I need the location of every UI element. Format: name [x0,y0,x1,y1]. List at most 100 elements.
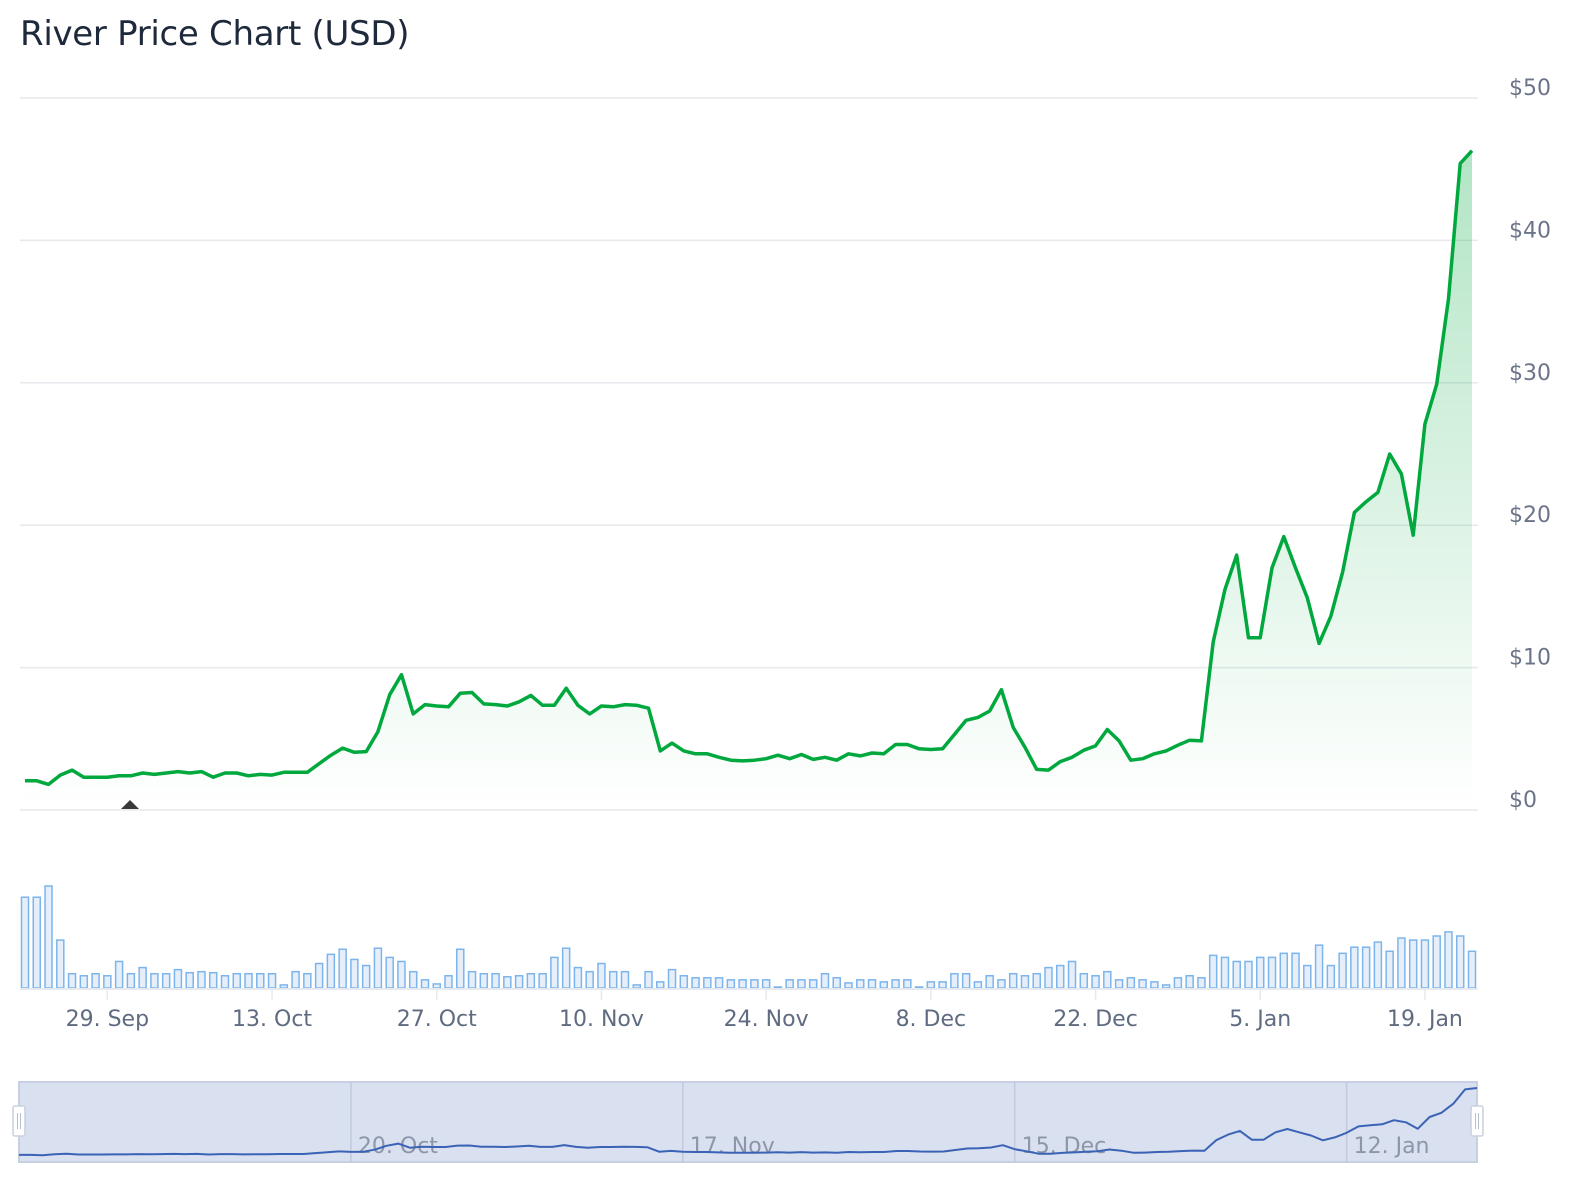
volume-bar [514,975,524,989]
y-tick-label: $20 [1509,503,1551,528]
y-tick-label: $40 [1509,218,1551,243]
volume-bar [973,981,983,989]
volume-bar [667,968,677,989]
volume-bar [1350,946,1359,989]
navigator-right-handle[interactable] [1470,1105,1484,1137]
volume-bar [1173,977,1183,989]
volume-bar [1444,931,1453,989]
navigator-tick-label: 15. Dec [1022,1134,1107,1159]
volume-bar [526,972,536,989]
volume-bar [561,947,571,989]
handle-grip-icon[interactable] [12,1105,26,1137]
volume-bar [244,972,253,989]
volume-bar [350,958,359,989]
volume-bar [914,986,924,989]
volume-bar [903,979,912,989]
volume-bar [1150,981,1159,989]
x-tick-label: 24. Nov [724,1007,809,1032]
volume-bar [538,972,547,989]
volume-bar [326,953,336,989]
volume-bar [138,966,147,989]
volume-bar [1232,960,1241,989]
volume-bar [479,972,489,989]
volume-bar [303,972,312,989]
volume-bar [573,966,583,989]
volume-bar [232,972,242,989]
volume-bar [761,979,771,989]
volume-bar [1044,966,1053,989]
volume-bar [161,972,171,989]
volume-bar [1267,956,1277,989]
navigator-left-handle[interactable] [12,1105,26,1137]
volume-bar [1079,972,1089,989]
volume-bar [408,970,418,989]
y-tick-label: $50 [1509,76,1551,101]
volume-bar [1361,946,1371,989]
volume-bar [1032,972,1041,989]
volume-bar [373,947,383,989]
volume-bar [597,962,606,989]
price-area [25,150,1472,810]
volume-bar [1161,984,1171,989]
volume-bar [1138,979,1147,989]
volume-bar [267,972,277,989]
volume-bar [738,979,747,989]
volume-bar [291,970,300,989]
volume-bar [691,977,700,989]
volume-bar [1432,935,1441,989]
volume-bar [338,948,347,989]
volume-bar [126,972,136,989]
volume-bar [220,975,230,989]
volume-bar [56,939,65,989]
volume-bar [632,984,641,989]
volume-bar [279,984,289,989]
x-axis: 29. Sep 13. Oct 27. Oct 10. Nov 24. Nov 8. De… [66,990,1463,1032]
event-marker-icon[interactable] [121,800,139,809]
volume-bar [79,975,89,989]
volume-bar [67,972,77,989]
volume-bar [856,979,865,989]
volume-bar [150,972,159,989]
volume-bar [456,948,465,989]
volume-bar [867,979,877,989]
volume-bar [1420,939,1430,989]
volume-bar [1008,972,1018,989]
volume-bar [1126,977,1136,989]
volume-bar [1408,939,1418,989]
volume-bar [997,979,1006,989]
x-tick-label: 5. Jan [1229,1007,1291,1032]
volume-bar [620,970,630,989]
volume-bar [1091,975,1100,989]
price-line [25,149,1474,787]
volume-bar [1220,956,1230,989]
volume-bar [314,962,324,989]
volume-bar [444,975,453,989]
volume-bar [1185,975,1194,989]
volume-bar [785,979,794,989]
volume-bar [173,968,183,989]
volume-bar [256,972,265,989]
volume-bar [750,979,759,989]
volume-bar [1397,937,1406,989]
volume-bar [197,970,206,989]
volume-bar [1338,952,1347,989]
volume-bar [467,970,477,989]
x-tick-label: 19. Jan [1387,1007,1463,1032]
volume-bar [1385,950,1394,989]
volume-bar [91,972,100,989]
volume-bar [879,981,889,989]
handle-grip-icon[interactable] [1470,1105,1484,1137]
volume-bar [1314,944,1324,989]
volume-bar [1056,964,1065,989]
navigator-tick-label: 12. Jan [1354,1134,1430,1159]
volume-bar [420,979,430,989]
volume-bar [608,970,618,989]
volume-bar [938,981,947,989]
navigator[interactable]: 20. Oct 17. Nov 15. Dec 12. Jan [12,1081,1484,1163]
volume-bar [1067,960,1077,989]
chart-title: River Price Chart (USD) [20,14,410,54]
volume-bar [1291,952,1300,989]
volume-bar [491,972,500,989]
volume-bar [703,977,712,989]
